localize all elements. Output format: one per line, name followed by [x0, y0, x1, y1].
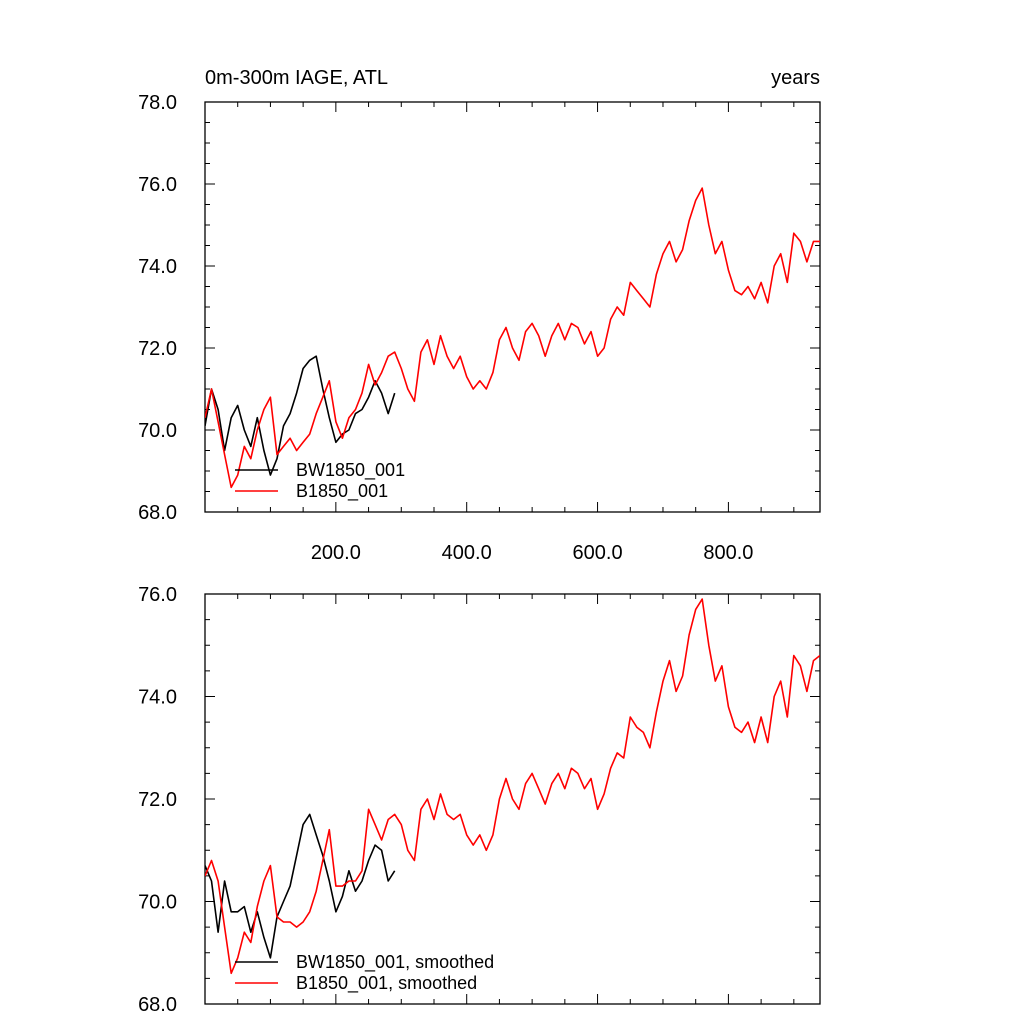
- units-label: years: [771, 67, 820, 89]
- x-tick-label: 200.0: [311, 542, 361, 564]
- y-tick-label: 70.0: [138, 892, 177, 914]
- legend-label: B1850_001, smoothed: [296, 973, 477, 994]
- y-tick-label: 68.0: [138, 502, 177, 524]
- legend-label: BW1850_001, smoothed: [296, 952, 494, 973]
- legend-label: BW1850_001: [296, 460, 405, 481]
- series-line-bw1850-001-smoothed: [205, 813, 396, 959]
- series-line-b1850-001-smoothed: [205, 598, 820, 975]
- y-tick-label: 72.0: [138, 789, 177, 811]
- x-tick-label: 400.0: [442, 542, 492, 564]
- y-tick-label: 78.0: [138, 92, 177, 114]
- y-tick-label: 76.0: [138, 174, 177, 196]
- chart-title: 0m-300m IAGE, ATL: [205, 67, 388, 89]
- y-tick-label: 72.0: [138, 338, 177, 360]
- y-tick-label: 74.0: [138, 256, 177, 278]
- upper-panel: 68.0 70.0 72.0 74.0 76.0 78.0 200.0 400.0 600.0 8…: [138, 67, 821, 564]
- x-tick-label: 600.0: [573, 542, 623, 564]
- series-line-b1850-001: [205, 187, 820, 489]
- y-tick-label: 68.0: [138, 994, 177, 1016]
- x-tick-label: 800.0: [703, 542, 753, 564]
- lower-panel: 68.0 70.0 72.0 74.0 76.0 BW1850_001, smoothed…: [138, 584, 821, 1016]
- legend-label: B1850_001: [296, 481, 388, 502]
- series-line-bw1850-001: [205, 355, 396, 476]
- y-tick-label: 70.0: [138, 420, 177, 442]
- y-tick-label: 76.0: [138, 584, 177, 606]
- y-tick-label: 74.0: [138, 687, 177, 709]
